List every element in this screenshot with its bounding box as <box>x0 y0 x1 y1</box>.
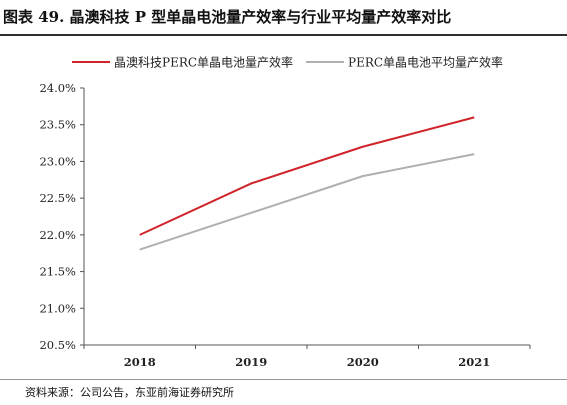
y-tick-label: 22.5% <box>39 191 76 205</box>
legend-label-1: 晶澳科技PERC单晶电池量产效率 <box>114 55 293 70</box>
y-tick-label: 24.0% <box>39 81 76 95</box>
y-tick-label: 21.0% <box>39 301 76 315</box>
y-tick-label: 21.5% <box>39 265 76 279</box>
y-tick-label: 22.0% <box>39 228 76 242</box>
legend-label-2: PERC单晶电池平均量产效率 <box>348 55 503 70</box>
y-tick-label: 23.0% <box>39 154 76 168</box>
x-tick-label: 2021 <box>458 355 490 369</box>
x-tick-label: 2020 <box>347 355 379 369</box>
series-line-1 <box>139 116 475 236</box>
x-tick-label: 2018 <box>124 355 156 369</box>
chart-title: 图表 49. 晶澳科技 P 型单晶电池量产效率与行业平均量产效率对比 <box>3 8 452 26</box>
y-tick-label: 20.5% <box>39 338 76 352</box>
x-tick-label: 2019 <box>235 355 267 369</box>
y-tick-label: 23.5% <box>39 118 76 132</box>
series-line-2 <box>139 153 475 251</box>
source-divider <box>0 379 567 380</box>
source-note: 资料来源：公司公告，东亚前海证券研究所 <box>25 386 234 399</box>
title-divider <box>0 34 567 36</box>
